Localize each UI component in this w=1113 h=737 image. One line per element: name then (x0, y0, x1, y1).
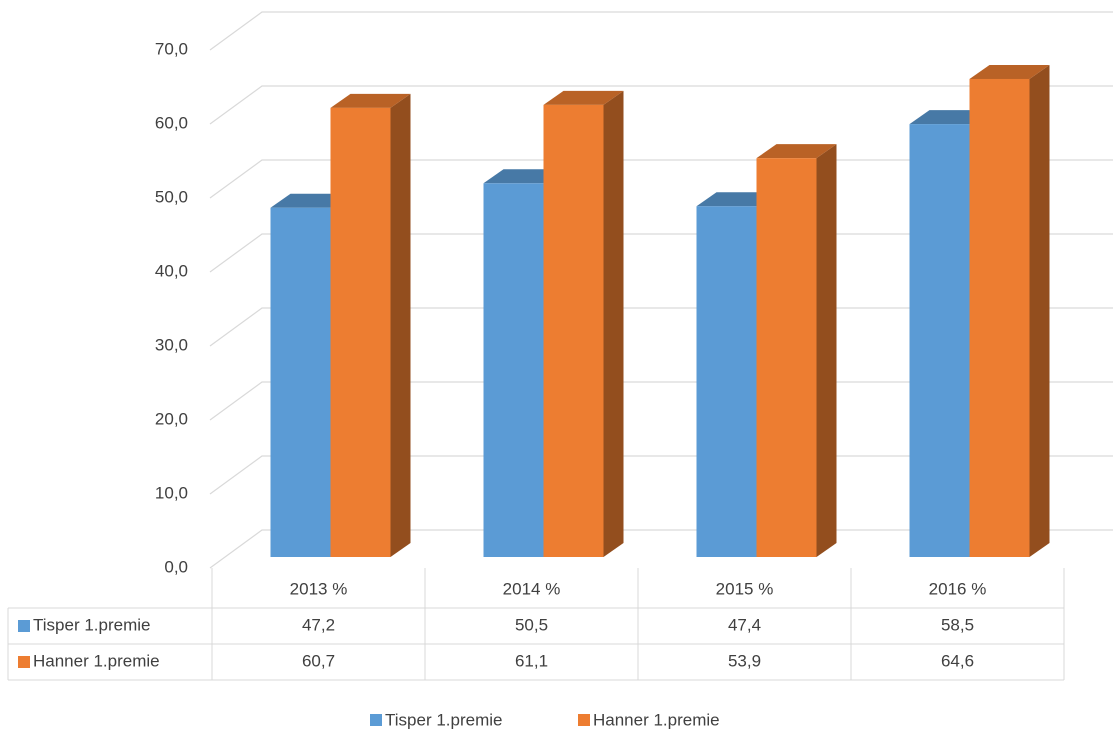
y-tick-label: 70,0 (155, 39, 188, 58)
bar (330, 107, 391, 557)
table-series-name: Tisper 1.premie (33, 615, 150, 634)
bar (483, 183, 544, 558)
table-value: 61,1 (515, 651, 548, 670)
y-tick-label: 50,0 (155, 187, 188, 206)
x-tick-label: 2016 % (929, 579, 987, 598)
table-value: 47,2 (302, 615, 335, 634)
table-value: 53,9 (728, 651, 761, 670)
bar-side (603, 90, 624, 558)
legend-label: Tisper 1.premie (385, 710, 502, 729)
bar-top (543, 90, 624, 105)
legend-key (370, 714, 382, 726)
table-series-name: Hanner 1.premie (33, 651, 160, 670)
bar-top (330, 93, 411, 108)
y-tick-label: 60,0 (155, 113, 188, 132)
grid-line (209, 85, 1113, 125)
legend-label: Hanner 1.premie (593, 710, 720, 729)
table-value: 58,5 (941, 615, 974, 634)
bar (969, 78, 1030, 558)
table-value: 64,6 (941, 651, 974, 670)
y-tick-label: 20,0 (155, 409, 188, 428)
table-key (18, 620, 30, 632)
x-tick-label: 2014 % (503, 579, 561, 598)
bar (270, 207, 331, 557)
bar (909, 124, 970, 557)
table-value: 60,7 (302, 651, 335, 670)
x-tick-label: 2013 % (290, 579, 348, 598)
bar (543, 104, 604, 558)
bar (696, 206, 757, 558)
bar-top (969, 64, 1050, 79)
bar (756, 158, 817, 557)
table-value: 50,5 (515, 615, 548, 634)
y-tick-label: 30,0 (155, 335, 188, 354)
table-key (18, 656, 30, 668)
bar-side (816, 144, 837, 557)
y-tick-label: 40,0 (155, 261, 188, 280)
bar-top (756, 144, 837, 159)
y-tick-label: 0,0 (164, 557, 188, 576)
table-value: 47,4 (728, 615, 761, 634)
bar-side (1029, 64, 1050, 558)
bar-side (390, 93, 411, 557)
grid-line (209, 11, 1113, 51)
x-tick-label: 2015 % (716, 579, 774, 598)
y-tick-label: 10,0 (155, 483, 188, 502)
legend-key (578, 714, 590, 726)
